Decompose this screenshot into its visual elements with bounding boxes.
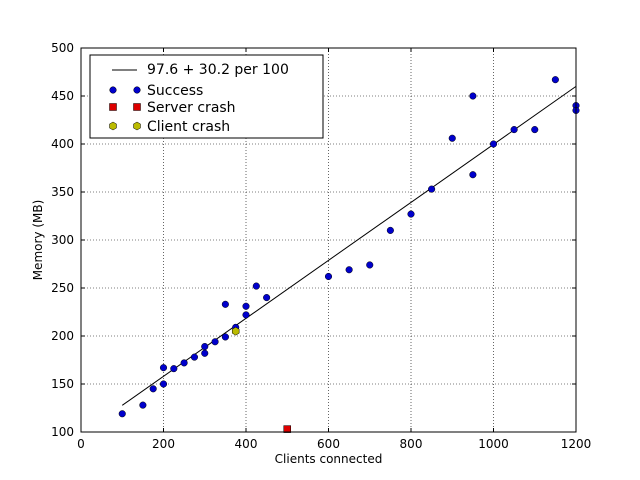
success-point — [139, 401, 147, 409]
success-point — [469, 92, 477, 100]
x-tick-label: 600 — [317, 437, 340, 451]
success-point — [190, 353, 198, 361]
success-point — [180, 359, 188, 367]
x-tick-label: 800 — [400, 437, 423, 451]
legend-fit-label: 97.6 + 30.2 per 100 — [147, 62, 289, 78]
y-tick-label: 250 — [51, 281, 74, 295]
success-point — [221, 333, 229, 341]
success-point — [159, 364, 168, 372]
data-points — [118, 76, 580, 433]
legend-box — [89, 54, 324, 139]
x-tick-label: 1200 — [561, 437, 592, 451]
legend-server-crash-marker — [133, 103, 141, 111]
legend-success-marker — [133, 86, 141, 94]
y-tick-label: 200 — [51, 329, 74, 343]
success-point — [531, 126, 539, 134]
legend-client-crash-marker — [109, 121, 117, 131]
fit-line-group — [121, 85, 577, 406]
success-point — [428, 185, 436, 193]
success-point — [242, 311, 250, 319]
success-point — [489, 140, 498, 148]
success-point — [201, 343, 209, 351]
success-point — [366, 261, 374, 269]
success-point — [263, 294, 271, 302]
y-tick-label: 500 — [51, 41, 74, 55]
legend-server-crash-marker — [109, 103, 117, 111]
y-tick-label: 400 — [51, 137, 74, 151]
x-tick-label: 200 — [152, 437, 175, 451]
axis-ticks: 0 200 400 600 800 1000 1200 100 150 200 250 300 350 4… — [51, 41, 591, 451]
success-point — [118, 410, 126, 418]
success-point — [324, 272, 333, 281]
success-point — [407, 210, 415, 218]
fit-line — [121, 85, 577, 406]
success-point — [345, 266, 353, 274]
legend-success-label: Success — [147, 83, 203, 99]
y-tick-label: 300 — [51, 233, 74, 247]
success-point — [242, 302, 250, 310]
legend-client-crash-marker — [133, 121, 141, 131]
success-point — [201, 349, 209, 357]
y-tick-label: 350 — [51, 185, 74, 199]
success-point — [159, 380, 168, 388]
y-axis-title: Memory (MB) — [31, 200, 45, 281]
success-point — [149, 385, 157, 393]
success-point — [469, 171, 477, 179]
success-point — [448, 134, 456, 142]
success-point — [170, 365, 178, 373]
legend-success-marker — [109, 86, 117, 94]
y-tick-label: 100 — [51, 425, 74, 439]
success-point — [211, 338, 219, 346]
y-tick-label: 150 — [51, 377, 74, 391]
x-axis-title: Clients connected — [275, 452, 383, 466]
server-crash-point — [283, 425, 291, 433]
legend-server-crash-label: Server crash — [147, 100, 236, 116]
x-tick-label: 1000 — [478, 437, 509, 451]
success-point — [221, 300, 229, 308]
success-point — [386, 226, 394, 234]
client-crash-point — [231, 326, 240, 336]
success-point — [252, 282, 260, 290]
x-tick-label: 0 — [77, 437, 85, 451]
success-point — [510, 126, 518, 134]
success-point — [551, 76, 559, 84]
y-tick-label: 450 — [51, 89, 74, 103]
x-tick-label: 400 — [235, 437, 258, 451]
legend-client-crash-label: Client crash — [147, 119, 230, 135]
